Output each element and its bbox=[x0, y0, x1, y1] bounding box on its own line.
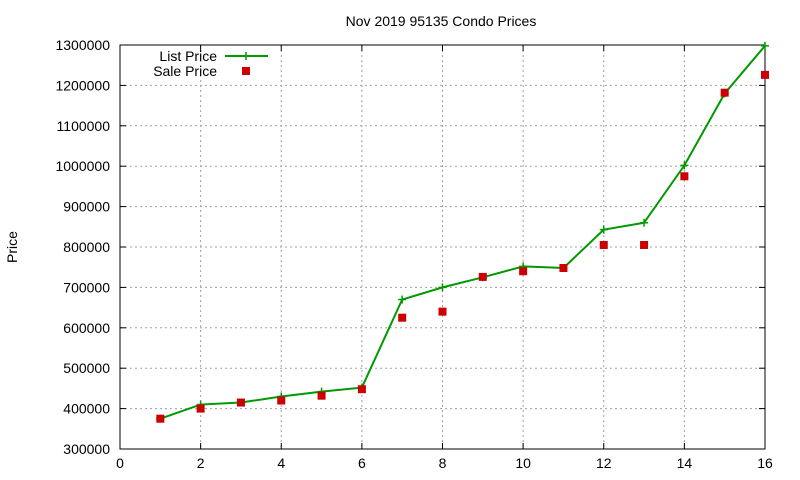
legend-label-sale-price: Sale Price bbox=[153, 63, 217, 79]
legend-label-list-price: List Price bbox=[159, 48, 217, 64]
data-point bbox=[559, 264, 568, 273]
y-tick-label: 300000 bbox=[63, 441, 110, 457]
x-tick-labels: 0 2 4 6 8 10 12 14 16 bbox=[116, 455, 773, 471]
legend-marker bbox=[242, 52, 250, 60]
data-point bbox=[680, 172, 689, 181]
data-point bbox=[640, 240, 649, 249]
legend-marker bbox=[242, 67, 250, 75]
legend-symbol-list-price bbox=[225, 52, 268, 60]
x-tick-label: 14 bbox=[677, 455, 693, 471]
legend-symbol-sale-price bbox=[242, 67, 250, 75]
x-tick-label: 6 bbox=[358, 455, 366, 471]
data-point bbox=[277, 396, 286, 405]
data-point bbox=[398, 295, 407, 304]
data-point bbox=[720, 88, 729, 97]
y-tick-label: 1000000 bbox=[55, 158, 110, 174]
data-point bbox=[317, 391, 326, 400]
y-tick-labels: 300000 400000 500000 600000 700000 800000 9000… bbox=[55, 37, 110, 457]
x-tick-label: 12 bbox=[596, 455, 612, 471]
series-line bbox=[159, 45, 766, 420]
x-tick-label: 0 bbox=[116, 455, 124, 471]
legend: List Price Sale Price bbox=[153, 48, 268, 79]
y-tick-label: 700000 bbox=[63, 279, 110, 295]
data-point bbox=[196, 404, 205, 413]
y-tick-label: 400000 bbox=[63, 401, 110, 417]
series-sale-price bbox=[156, 70, 769, 423]
data-point bbox=[640, 218, 649, 227]
data-point bbox=[680, 161, 689, 170]
y-axis-label: Price bbox=[4, 231, 20, 263]
y-tick-label: 1100000 bbox=[57, 118, 111, 134]
x-tick-label: 8 bbox=[439, 455, 447, 471]
y-tick-label: 500000 bbox=[63, 360, 110, 376]
x-tick-label: 10 bbox=[515, 455, 531, 471]
x-tick-label: 2 bbox=[197, 455, 205, 471]
x-tick-label: 4 bbox=[277, 455, 285, 471]
axis-ticks bbox=[119, 44, 766, 450]
y-tick-label: 1200000 bbox=[55, 77, 110, 93]
data-point bbox=[236, 398, 245, 407]
data-point bbox=[761, 41, 769, 50]
data-point bbox=[599, 240, 608, 249]
y-tick-label: 1300000 bbox=[55, 37, 110, 53]
data-point bbox=[761, 70, 769, 79]
data-point bbox=[519, 267, 528, 276]
y-tick-label: 900000 bbox=[63, 199, 110, 215]
data-point bbox=[599, 225, 608, 234]
data-point bbox=[156, 414, 165, 423]
x-tick-label: 16 bbox=[757, 455, 773, 471]
data-point bbox=[438, 283, 447, 292]
data-point bbox=[398, 313, 407, 322]
y-tick-label: 800000 bbox=[63, 239, 110, 255]
data-point bbox=[478, 272, 487, 281]
chart-title: Nov 2019 95135 Condo Prices bbox=[346, 13, 537, 29]
data-point bbox=[357, 385, 366, 394]
series bbox=[156, 41, 769, 423]
data-point bbox=[438, 307, 447, 316]
y-tick-label: 600000 bbox=[63, 320, 110, 336]
